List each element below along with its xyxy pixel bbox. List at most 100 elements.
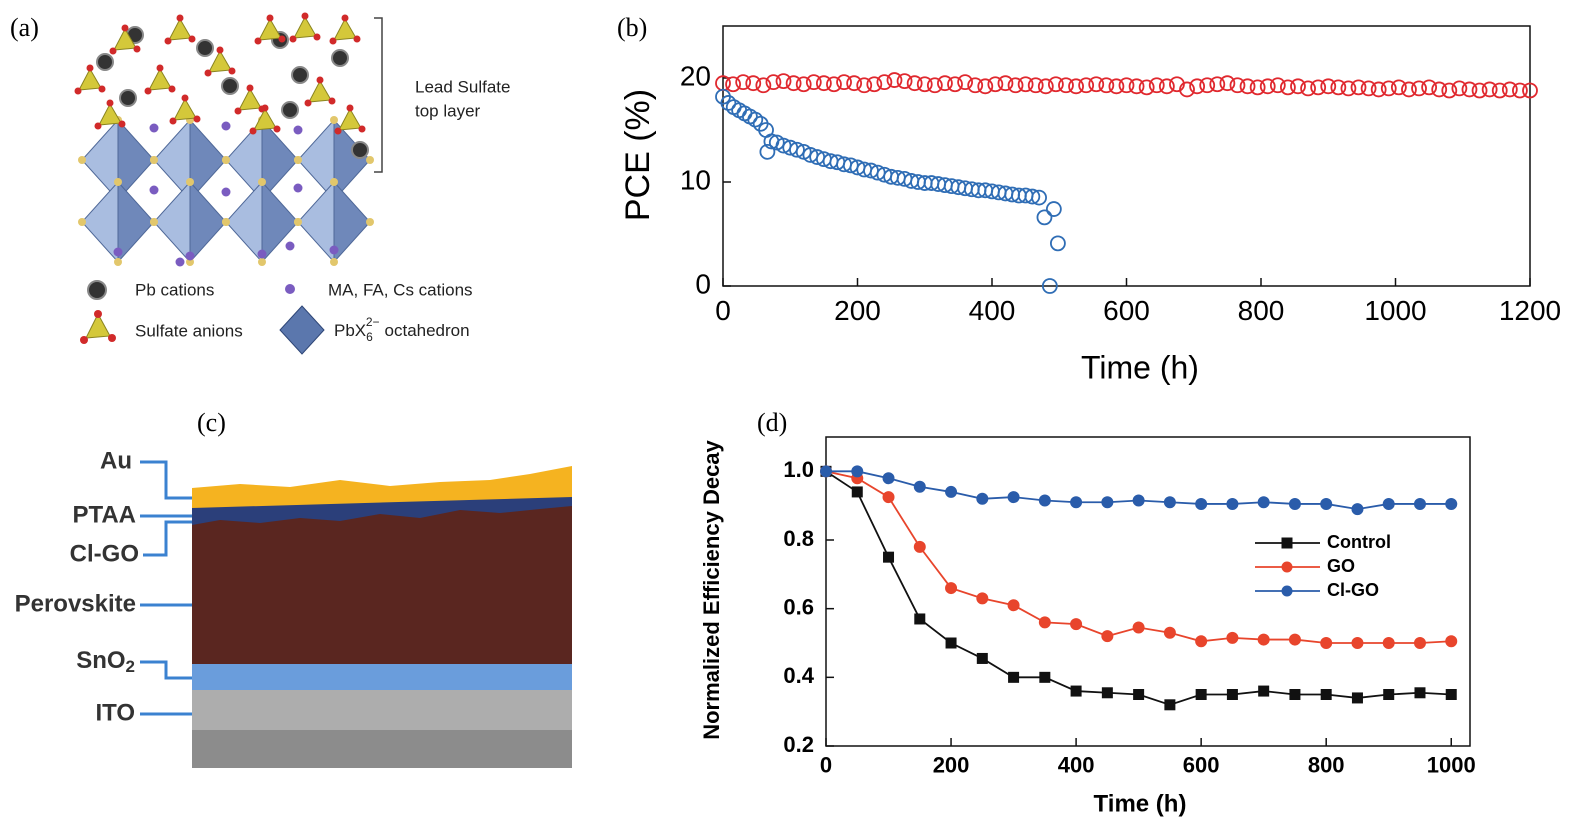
legend-label: Cl-GO: [1327, 580, 1379, 600]
sulfate: [208, 49, 232, 73]
crystal: [74, 12, 374, 267]
marker: [815, 75, 832, 92]
marker: [1340, 80, 1357, 97]
x-tick-label: 1000: [1427, 753, 1476, 778]
marker: [1320, 78, 1337, 95]
legend-icon: [85, 312, 111, 339]
pb-cation: [351, 141, 369, 159]
marker: [1164, 699, 1176, 711]
marker: [882, 472, 895, 485]
y-tick-label: 0.6: [783, 594, 814, 619]
panel-label: (a): [10, 13, 39, 42]
layer-label: Cl-GO: [70, 540, 139, 567]
marker: [1070, 685, 1082, 697]
marker: [1101, 630, 1114, 643]
sulfate: [308, 79, 332, 103]
marker: [1289, 689, 1301, 700]
y-tick-label: 0.2: [783, 732, 814, 757]
sulfate: [148, 67, 172, 91]
oxygen: [334, 127, 342, 135]
halide: [222, 218, 230, 226]
halide: [222, 156, 230, 164]
bracket: [374, 17, 383, 173]
octahedron: [333, 180, 371, 264]
pb-cation: [331, 49, 349, 67]
marker: [1414, 687, 1426, 699]
marker: [914, 613, 926, 625]
oxygen: [98, 85, 106, 93]
marker: [913, 480, 926, 493]
marker: [1320, 689, 1332, 700]
marker: [1226, 497, 1239, 510]
cation: [185, 251, 195, 261]
oxygen: [188, 35, 196, 43]
sulfate: [168, 17, 192, 41]
x-tick-label: 800: [1308, 753, 1345, 778]
marker: [1195, 635, 1208, 648]
marker: [805, 74, 822, 91]
marker: [1036, 209, 1053, 226]
legend-marker: [1281, 561, 1293, 573]
plot-frame: [825, 436, 1471, 747]
sno2-layer: [192, 662, 572, 690]
marker: [945, 485, 958, 498]
oxygen: [144, 87, 152, 95]
marker: [725, 76, 741, 93]
formula-rest: octahedron: [385, 321, 470, 340]
layer-label: Au: [100, 447, 132, 474]
marker: [1288, 633, 1301, 646]
marker: [745, 75, 762, 92]
marker: [906, 75, 923, 92]
marker: [1390, 79, 1407, 96]
marker: [1383, 689, 1395, 700]
x-tick-label: 400: [1058, 753, 1095, 778]
oxygen: [266, 14, 274, 22]
marker: [1257, 496, 1270, 509]
cation: [285, 241, 295, 251]
oxygen: [86, 64, 94, 72]
oxygen: [341, 14, 349, 22]
perovskite-layer: [192, 505, 572, 664]
sulfate: [338, 107, 362, 131]
halide: [78, 218, 86, 226]
marker: [765, 74, 782, 91]
oxygen: [313, 33, 321, 41]
oxygen: [254, 37, 262, 45]
marker: [1039, 671, 1051, 683]
octahedron: [261, 180, 299, 264]
marker: [1522, 82, 1538, 99]
legend-label: MA, FA, Cs cations: [328, 280, 473, 299]
cation: [293, 183, 303, 193]
marker: [1451, 80, 1468, 97]
halide: [78, 156, 86, 164]
marker: [1219, 75, 1236, 92]
x-tick-label: 400: [969, 295, 1016, 326]
marker: [1258, 685, 1270, 697]
formula: PbX: [334, 321, 366, 340]
marker: [1163, 496, 1176, 509]
marker: [1491, 82, 1508, 99]
marker: [997, 75, 1014, 92]
x-tick-label: 200: [933, 753, 970, 778]
marker: [1047, 76, 1064, 93]
marker: [1401, 81, 1417, 98]
layer-label-sub: 2: [126, 657, 135, 676]
marker: [1380, 80, 1397, 97]
marker: [1441, 82, 1458, 99]
marker: [926, 77, 943, 94]
legend-label: Pb cations: [135, 280, 214, 299]
au-layer: [192, 466, 572, 508]
halide: [258, 258, 266, 266]
marker: [1037, 78, 1054, 95]
oxygen: [234, 107, 242, 115]
marker: [1017, 76, 1034, 93]
x-tick-label: 800: [1238, 295, 1285, 326]
oxygen: [358, 125, 366, 133]
marker: [1269, 77, 1286, 94]
pb-cation: [196, 39, 214, 57]
marker: [846, 75, 863, 92]
oxygen: [94, 122, 102, 130]
marker: [1058, 77, 1074, 94]
oxygen: [156, 64, 164, 72]
